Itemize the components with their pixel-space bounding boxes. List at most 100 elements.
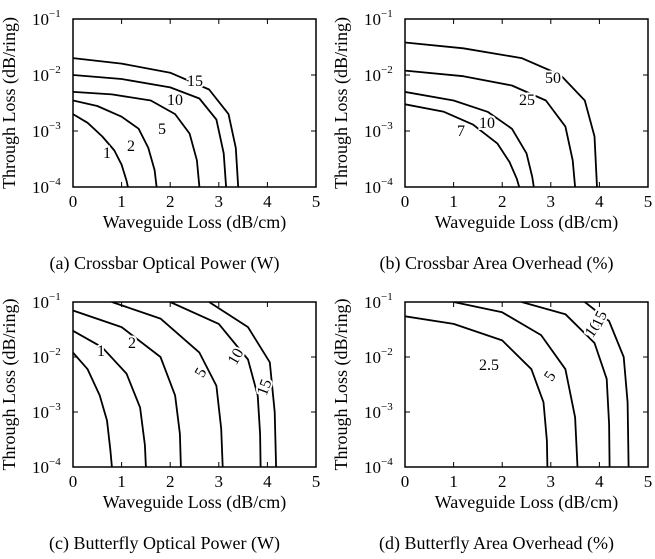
contour-label: 25 <box>519 92 535 109</box>
x-tick-label: 5 <box>644 472 653 491</box>
y-tick-label: 10−3 <box>364 120 393 141</box>
y-tick-label: 10−4 <box>32 176 61 197</box>
contour-line <box>111 302 224 467</box>
x-tick-label: 1 <box>117 192 126 211</box>
x-tick-label: 2 <box>166 192 175 211</box>
contour-label-halo: 2 <box>127 138 135 155</box>
contour-line <box>73 309 182 467</box>
x-tick-label: 2 <box>498 192 507 211</box>
contour-label: 10 <box>582 318 605 341</box>
y-tick-label: 10−2 <box>32 346 61 367</box>
x-tick-label: 0 <box>69 192 78 211</box>
x-tick-label: 1 <box>449 192 458 211</box>
y-tick-label: 10−2 <box>364 346 393 367</box>
contour-label: 5 <box>541 368 560 384</box>
x-tick-label: 1 <box>117 472 126 491</box>
plot-frame <box>404 301 649 468</box>
contour-label-halo: 1 <box>97 343 105 360</box>
x-tick-label: 4 <box>595 192 604 211</box>
x-axis-label: Waveguide Loss (dB/cm) <box>435 212 619 233</box>
x-tick-label: 3 <box>547 472 556 491</box>
contour-label: 15 <box>187 73 203 90</box>
contour-label-halo: 15 <box>187 73 203 90</box>
contour-label-halo: 25 <box>519 92 535 109</box>
contour-line <box>73 99 158 187</box>
contour-label-halo: 5 <box>158 121 166 138</box>
contour-label: 2.5 <box>479 357 499 374</box>
x-tick-label: 4 <box>263 472 272 491</box>
contour-line <box>405 91 535 187</box>
y-tick-label: 10−2 <box>364 64 393 85</box>
x-tick-label: 0 <box>401 472 410 491</box>
contour-line <box>405 103 521 187</box>
panel-caption: (b) Crossbar Area Overhead (%) <box>380 253 614 274</box>
x-tick-label: 0 <box>401 192 410 211</box>
contour-label: 7 <box>457 123 465 140</box>
y-axis-label: Through Loss (dB/ring) <box>0 299 20 471</box>
contour-label: 15 <box>589 308 611 330</box>
contour-label-halo: 2 <box>128 335 136 352</box>
y-tick-label: 10−3 <box>32 401 61 422</box>
contour-label: 1 <box>103 145 111 162</box>
contour-label-halo: 7 <box>457 123 465 140</box>
contour-label: 10 <box>479 115 495 132</box>
contour-label-halo: 10 <box>479 115 495 132</box>
x-tick-label: 4 <box>263 192 272 211</box>
x-tick-label: 0 <box>69 472 78 491</box>
panel-caption: (d) Butterfly Area Overhead (%) <box>379 533 614 554</box>
contour-line <box>169 302 262 467</box>
x-tick-label: 3 <box>215 192 224 211</box>
contour-line <box>453 302 579 467</box>
y-tick-label: 10−4 <box>364 456 393 477</box>
contour-label: 10 <box>225 346 248 368</box>
y-tick-label: 10−3 <box>364 401 393 422</box>
x-tick-label: 2 <box>166 472 175 491</box>
panel-caption: (a) Crossbar Optical Power (W) <box>50 253 280 274</box>
contour-line <box>73 74 227 187</box>
contour-label: 1 <box>97 343 105 360</box>
panel-1: 0 1 2 3 4 5 10−4 10−3 10−2 10−1 Through Loss (dB/r… <box>331 8 652 274</box>
plot-frame <box>404 18 649 188</box>
x-tick-label: 3 <box>215 472 224 491</box>
x-tick-label: 4 <box>595 472 604 491</box>
contour-label: 50 <box>545 70 561 87</box>
x-axis-label: Waveguide Loss (dB/cm) <box>103 492 287 513</box>
contour-label: 2 <box>128 335 136 352</box>
plot-frame <box>72 18 317 188</box>
contour-line <box>73 57 240 187</box>
x-tick-label: 3 <box>547 192 556 211</box>
contour-line <box>73 91 201 187</box>
contour-label-halo: 1 <box>103 145 111 162</box>
contour-label: 10 <box>167 92 183 109</box>
panel-caption: (c) Butterfly Optical Power (W) <box>49 533 280 554</box>
panel-3: 0 1 2 3 4 5 10−4 10−3 10−2 10−1 Through Loss (dB/r… <box>331 291 652 554</box>
contour-line <box>73 352 113 467</box>
y-axis-label: Through Loss (dB/ring) <box>331 299 352 471</box>
x-tick-label: 5 <box>312 472 321 491</box>
y-tick-label: 10−3 <box>32 120 61 141</box>
y-tick-label: 10−1 <box>364 291 393 312</box>
y-tick-label: 10−4 <box>32 456 61 477</box>
contour-line <box>405 41 598 187</box>
contour-label: 5 <box>158 121 166 138</box>
contour-label-halo: 2.5 <box>479 357 499 374</box>
contour-line <box>73 330 147 467</box>
y-tick-label: 10−4 <box>364 176 393 197</box>
contour-line <box>584 302 630 467</box>
contour-line <box>73 113 129 187</box>
y-axis-label: Through Loss (dB/ring) <box>331 17 352 189</box>
contour-line <box>208 302 277 467</box>
plot-frame <box>72 301 317 468</box>
contour-label-halo: 10 <box>167 92 183 109</box>
y-axis-label: Through Loss (dB/ring) <box>0 17 20 189</box>
y-tick-label: 10−1 <box>32 8 61 29</box>
y-tick-label: 10−1 <box>364 8 393 29</box>
contour-line <box>405 315 549 467</box>
panel-2: 0 1 2 3 4 5 10−4 10−3 10−2 10−1 Through Loss (dB/r… <box>0 291 320 554</box>
x-tick-label: 5 <box>644 192 653 211</box>
x-tick-label: 2 <box>498 472 507 491</box>
x-axis-label: Waveguide Loss (dB/cm) <box>103 212 287 233</box>
x-tick-label: 5 <box>312 192 321 211</box>
